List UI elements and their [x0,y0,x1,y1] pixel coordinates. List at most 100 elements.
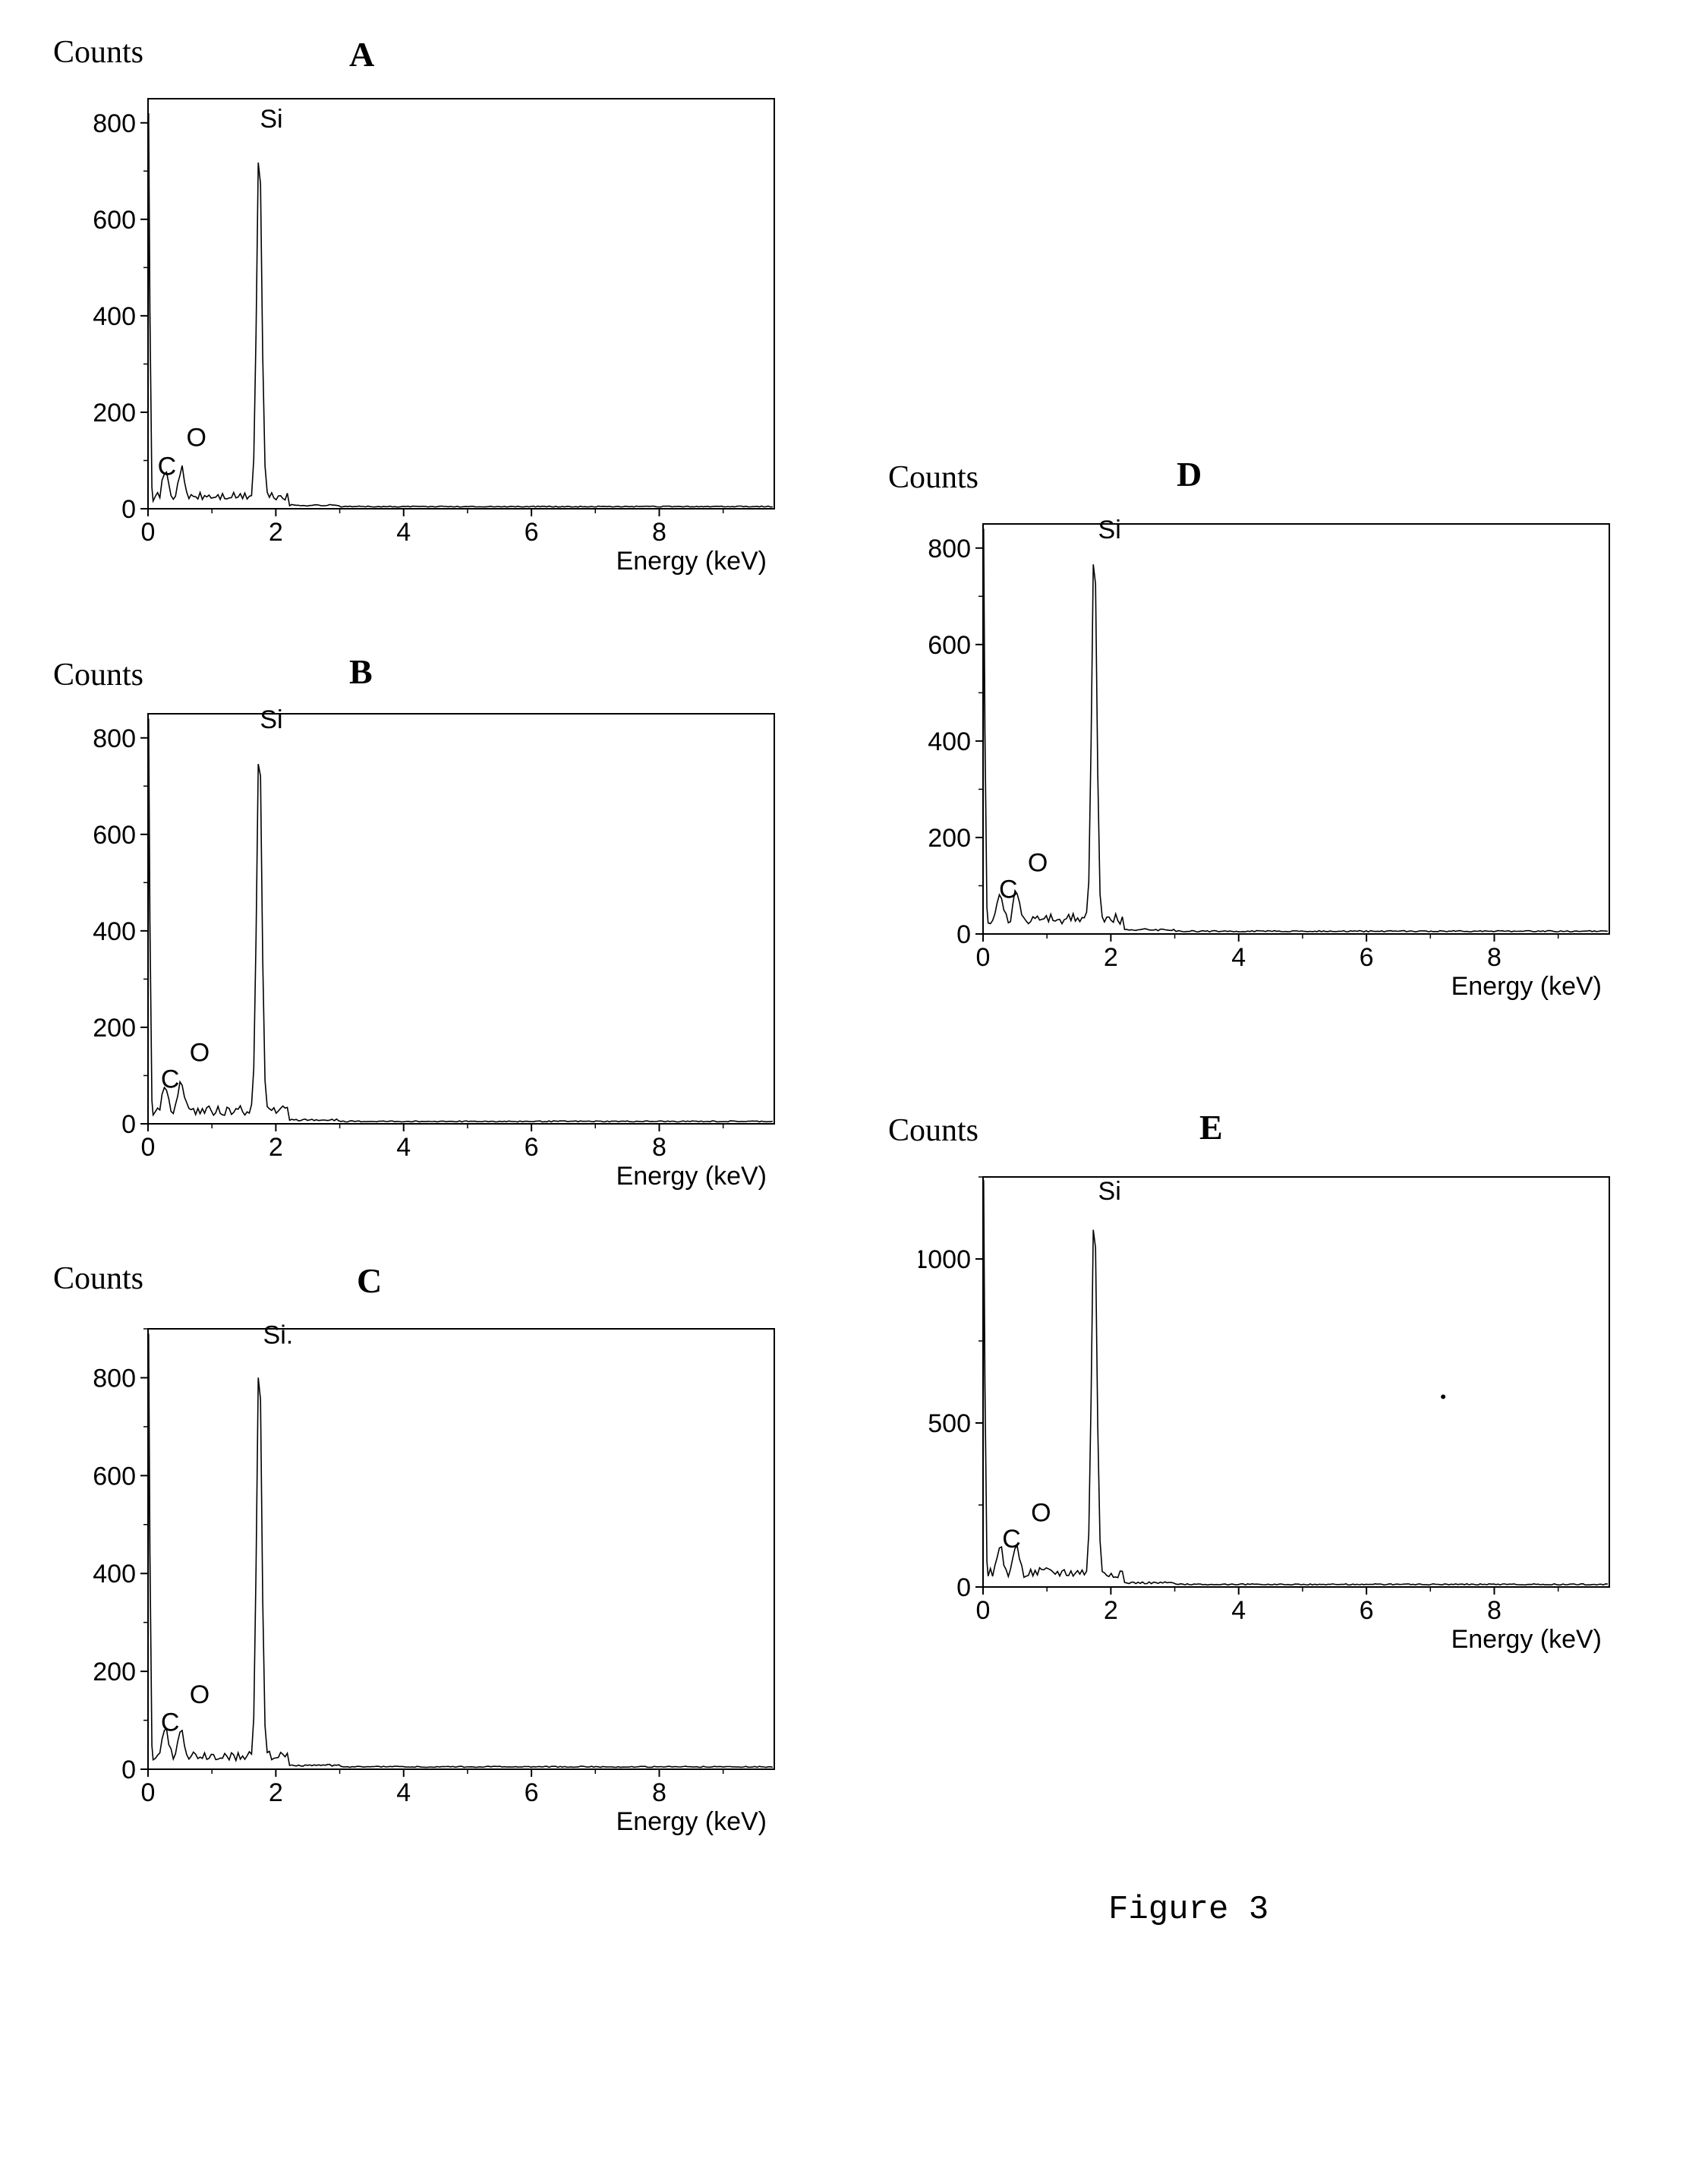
spectrum-trace [983,528,1608,934]
xtick-label: 8 [1487,943,1502,972]
plot-frame [983,1177,1609,1587]
peak-label-c: C [158,453,177,481]
ytick-label: 200 [93,399,136,427]
xtick-label: 4 [1231,1596,1246,1625]
eds-spectrum-d: 0 200 400 600 800 0 2 4 6 8Energy (keV) Si OC [919,516,1617,1002]
x-axis-label: Energy (keV) [1451,1625,1602,1654]
chart-wrapper-a: 020040060080002468Energy (keV)SiOC [84,91,782,577]
xtick-label: 8 [1487,1596,1502,1625]
spectrum-trace [148,1333,773,1769]
ytick-label: 200 [93,1658,136,1686]
xtick-label: 0 [141,1778,156,1807]
x-axis-label: Energy (keV) [616,1162,767,1191]
ytick-label: 800 [93,724,136,753]
counts-label: Counts [53,34,143,71]
xtick-label: 2 [1104,943,1118,972]
ytick-label: 600 [93,206,136,235]
peak-label-c: C [999,875,1018,904]
ytick-label: 200 [928,824,971,853]
peak-label-o: O [190,1680,210,1709]
xtick-label: 6 [525,1778,539,1807]
xtick-label: 8 [652,1133,666,1162]
peak-label-si: Si [1098,1177,1121,1206]
ytick-label: 0 [956,920,971,949]
xtick-label: 6 [1360,1596,1374,1625]
ytick-label: 600 [93,1462,136,1491]
peak-label-o: O [187,423,206,452]
eds-spectrum-a: 020040060080002468Energy (keV)SiOC [84,91,782,577]
counts-label: Counts [888,1112,978,1149]
xtick-label: 4 [396,518,411,547]
peak-label-o: O [190,1038,210,1067]
peak-label-si: Si [260,105,282,134]
ytick-label: 1000 [919,1245,971,1274]
xtick-label: 4 [396,1778,411,1807]
peak-label-si: Si [1098,516,1121,544]
ytick-label: 200 [93,1014,136,1043]
ytick-label: 400 [93,302,136,331]
plot-frame [148,1329,774,1769]
counts-label: Counts [888,459,978,496]
xtick-label: 0 [976,943,991,972]
figure-caption: Figure 3 [1108,1891,1268,1929]
x-axis-label: Energy (keV) [616,547,767,576]
eds-spectrum-e: 0 500 1000 0 2 4 6 8Energy (keV) Si OC [919,1169,1617,1655]
peak-label-c: C [1002,1525,1021,1554]
ytick-label: 800 [93,1364,136,1393]
panel-letter-b: B [349,652,373,692]
x-axis-label: Energy (keV) [1451,972,1602,1001]
ytick-label: 0 [121,495,136,524]
counts-label: Counts [53,657,143,693]
peak-label-c: C [161,1708,180,1737]
plot-frame [148,714,774,1124]
panel-letter-d: D [1177,454,1202,494]
spectrum-trace [148,113,773,509]
panel-letter-e: E [1199,1107,1223,1147]
peak-label-o: O [1031,1499,1051,1528]
ytick-label: 0 [121,1756,136,1784]
ytick-label: 500 [928,1409,971,1438]
xtick-label: 2 [269,518,283,547]
chart-wrapper-e: 0 500 1000 0 2 4 6 8Energy (keV) Si OC [919,1169,1617,1655]
peak-label-o: O [1028,848,1048,877]
xtick-label: 8 [652,518,666,547]
plot-frame [148,99,774,509]
ytick-label: 600 [93,821,136,850]
xtick-label: 0 [141,1133,156,1162]
xtick-label: 2 [269,1133,283,1162]
ytick-label: 600 [928,631,971,660]
xtick-label: 4 [1231,943,1246,972]
chart-wrapper-d: 0 200 400 600 800 0 2 4 6 8Energy (keV) Si OC [919,516,1617,1002]
xtick-label: 4 [396,1133,411,1162]
xtick-label: 6 [525,1133,539,1162]
x-axis-label: Energy (keV) [616,1807,767,1836]
ytick-label: 800 [93,109,136,138]
counts-label: Counts [53,1260,143,1297]
ytick-label: 0 [956,1573,971,1602]
spectrum-trace [148,718,773,1124]
ytick-label: 800 [928,535,971,563]
xtick-label: 0 [976,1596,991,1625]
eds-spectrum-c: 0 200 400 600 800 0 2 4 6 8Energy (keV) Si. OC [84,1321,782,1838]
spectrum-trace [983,1180,1608,1587]
plot-frame [983,524,1609,934]
xtick-label: 0 [141,518,156,547]
ytick-label: 400 [93,917,136,946]
chart-wrapper-c: 0 200 400 600 800 0 2 4 6 8Energy (keV) Si. OC [84,1321,782,1838]
ytick-label: 400 [928,727,971,756]
eds-spectrum-b: 0 200 400 600 800 0 2 4 6 8Energy (keV) Si OC [84,706,782,1192]
panel-letter-c: C [357,1260,382,1301]
ytick-label: 400 [93,1560,136,1589]
peak-label-c: C [161,1065,180,1093]
peak-label-si: Si [260,706,282,734]
figure-page: CountsA020040060080002468Energy (keV)SiO… [15,15,1708,2143]
chart-wrapper-b: 0 200 400 600 800 0 2 4 6 8Energy (keV) Si OC [84,706,782,1192]
xtick-label: 6 [1360,943,1374,972]
xtick-label: 8 [652,1778,666,1807]
panel-letter-a: A [349,34,374,74]
stray-dot [1441,1394,1445,1399]
peak-label-si: Si. [263,1321,294,1349]
ytick-label: 0 [121,1110,136,1139]
xtick-label: 2 [1104,1596,1118,1625]
xtick-label: 2 [269,1778,283,1807]
